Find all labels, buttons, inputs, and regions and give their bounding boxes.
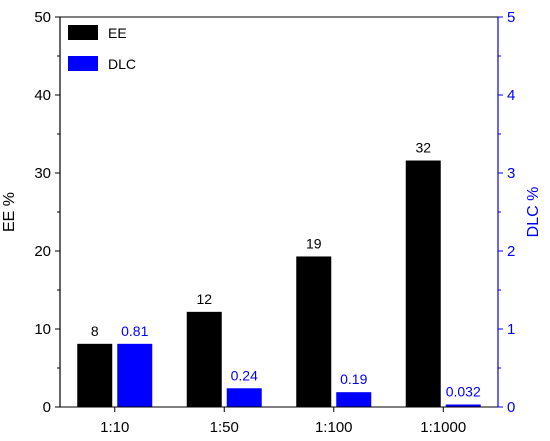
y-tick-label-0: 0 — [43, 399, 51, 416]
bar-dlc-1-1000 — [445, 404, 481, 407]
bar-ee-1-10 — [77, 343, 113, 407]
x-tick-label-1-50: 1:50 — [210, 419, 239, 436]
data-label-ee-1-1000: 32 — [415, 140, 431, 156]
y2-axis-title: DLC % — [525, 187, 542, 238]
data-label-dlc-1-100: 0.19 — [340, 371, 367, 387]
y-tick-label-50: 50 — [34, 9, 51, 26]
x-tick-label-1-1000: 1:1000 — [420, 419, 466, 436]
y2-tick-label-5: 5 — [507, 9, 515, 26]
y2-tick-label-0: 0 — [507, 399, 515, 416]
y-tick-label-40: 40 — [34, 87, 51, 104]
bar-ee-1-1000 — [405, 160, 441, 407]
data-label-ee-1-10: 8 — [91, 323, 99, 339]
data-label-ee-1-50: 12 — [196, 291, 212, 307]
x-tick-label-1-100: 1:100 — [315, 419, 353, 436]
bar-dlc-1-10 — [117, 343, 153, 407]
legend-swatch-dlc — [68, 56, 98, 71]
legend-label-dlc: DLC — [108, 56, 136, 72]
y-tick-label-10: 10 — [34, 321, 51, 338]
data-label-dlc-1-1000: 0.032 — [446, 384, 481, 400]
x-tick-label-1-10: 1:10 — [100, 419, 129, 436]
legend-label-ee: EE — [108, 25, 127, 41]
y-tick-label-20: 20 — [34, 243, 51, 260]
data-label-dlc-1-50: 0.24 — [231, 367, 258, 383]
bar-ee-1-100 — [296, 256, 332, 407]
data-label-dlc-1-10: 0.81 — [121, 323, 148, 339]
y2-tick-label-3: 3 — [507, 165, 515, 182]
data-label-ee-1-100: 19 — [306, 235, 322, 251]
bar-dlc-1-100 — [336, 392, 372, 407]
y2-tick-label-4: 4 — [507, 87, 515, 104]
y2-tick-label-1: 1 — [507, 321, 515, 338]
y-tick-label-30: 30 — [34, 165, 51, 182]
legend-swatch-ee — [68, 25, 98, 40]
y2-tick-label-2: 2 — [507, 243, 515, 260]
bar-dlc-1-50 — [226, 388, 262, 407]
y-axis-title: EE % — [1, 192, 18, 232]
bar-ee-1-50 — [186, 311, 222, 407]
